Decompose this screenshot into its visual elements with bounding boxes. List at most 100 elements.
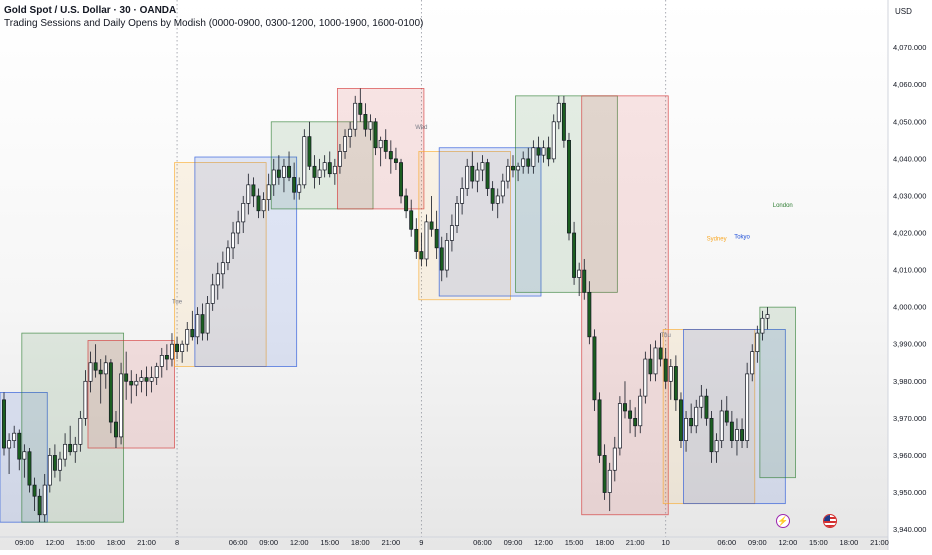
time-tick-label: 21:00 xyxy=(870,538,889,547)
session-boxes xyxy=(0,88,796,523)
candle-up xyxy=(170,343,174,360)
us-flag-icon[interactable] xyxy=(823,514,837,528)
symbol-title[interactable]: Gold Spot / U.S. Dollar · 30 · OANDA xyxy=(4,5,177,16)
candle-down xyxy=(567,139,571,234)
candle-down xyxy=(419,251,424,260)
candle-up xyxy=(343,136,347,152)
candle-down xyxy=(709,418,714,453)
time-axis: 09:00 12:00 15:00 18:00 21:00 8 06:00 09:00 12:0… xyxy=(0,536,889,547)
candle-down xyxy=(490,188,495,204)
candle-down xyxy=(373,121,378,149)
currency-label[interactable]: USD xyxy=(895,7,912,16)
candle-up xyxy=(531,147,536,167)
candle-down xyxy=(37,495,42,516)
candle-down xyxy=(307,136,312,167)
candle-down xyxy=(623,403,627,412)
time-tick-label: 12:00 xyxy=(778,538,797,547)
price-tick-label: 4,030.000 xyxy=(893,191,926,200)
candle-up xyxy=(694,406,699,427)
candle-up xyxy=(455,203,459,226)
candle-down xyxy=(704,395,709,419)
candle-up xyxy=(83,380,88,419)
candle-down xyxy=(93,362,98,371)
indicator-title[interactable]: Trading Sessions and Daily Opens by Modi… xyxy=(4,18,424,29)
candle-up xyxy=(266,184,271,200)
candle-down xyxy=(572,232,577,278)
candle-up xyxy=(22,451,27,460)
session-box-sydney xyxy=(662,328,756,505)
time-tick-label: 06:00 xyxy=(473,538,492,547)
time-tick-label: 18:00 xyxy=(107,538,126,547)
candle-up xyxy=(378,139,383,149)
candle-up xyxy=(226,247,230,264)
price-tick-label: 3,970.000 xyxy=(893,414,926,423)
candle-up xyxy=(63,443,68,460)
candle-down xyxy=(32,484,37,497)
candle-up xyxy=(149,377,154,382)
candle-down xyxy=(582,269,587,293)
time-tick-label: 18:00 xyxy=(351,538,370,547)
candle-down xyxy=(276,169,281,178)
candle-down xyxy=(485,162,490,189)
session-box-tokyo xyxy=(194,156,298,367)
chart-annotations: Tue Wed Thu Sydney Tokyo London xyxy=(172,125,793,339)
candle-down xyxy=(200,314,205,334)
candle-up xyxy=(368,121,373,130)
candle-up xyxy=(7,440,12,449)
candle-up xyxy=(231,232,235,249)
candle-up xyxy=(541,147,546,156)
candle-up xyxy=(424,221,429,260)
candle-up xyxy=(353,102,358,130)
price-tick-label: 3,960.000 xyxy=(893,451,926,460)
candle-up xyxy=(302,136,307,186)
day-label: Wed xyxy=(415,125,427,131)
candle-up xyxy=(332,165,337,175)
time-tick-label: 15:00 xyxy=(809,538,828,547)
candle-up xyxy=(556,102,561,123)
time-tick-label: 18:00 xyxy=(840,538,859,547)
time-tick-label: 09:00 xyxy=(504,538,523,547)
time-tick-label: 09:00 xyxy=(748,538,767,547)
time-tick-label: 8 xyxy=(175,538,179,547)
day-separators xyxy=(176,0,667,537)
session-label-london: London xyxy=(773,203,793,209)
price-tick-label: 3,950.000 xyxy=(893,488,926,497)
candle-up xyxy=(475,169,480,182)
candle-down xyxy=(98,369,103,375)
candle-down xyxy=(388,151,393,160)
candle-up xyxy=(322,162,327,171)
candle-down xyxy=(658,347,663,360)
candle-up xyxy=(78,418,83,445)
session-box-london xyxy=(270,121,374,210)
time-tick-label: 21:00 xyxy=(626,538,645,547)
candle-up xyxy=(12,432,17,441)
candle-up xyxy=(73,443,78,453)
candle-up xyxy=(337,151,342,167)
candle-up xyxy=(205,303,210,334)
candle-up xyxy=(760,317,765,334)
candle-up xyxy=(271,169,276,186)
candle-down xyxy=(689,418,694,427)
candle-up xyxy=(449,225,454,241)
chart-legend: Gold Spot / U.S. Dollar · 30 · OANDA Tra… xyxy=(4,4,423,30)
candle-up xyxy=(282,165,286,178)
price-tick-label: 4,020.000 xyxy=(893,229,926,238)
day-label: Thu xyxy=(661,333,671,339)
session-label-sydney: Sydney xyxy=(707,236,727,242)
candle-up xyxy=(180,343,185,352)
candle-up xyxy=(119,373,124,438)
candle-up xyxy=(505,165,510,182)
time-tick-label: 9 xyxy=(419,538,423,547)
candle-down xyxy=(414,228,419,252)
candle-down xyxy=(312,165,317,178)
candle-down xyxy=(114,421,118,438)
session-box-newyork xyxy=(581,95,669,516)
lightning-icon[interactable]: ⚡ xyxy=(776,514,790,528)
candle-down xyxy=(429,221,434,230)
candle-down xyxy=(724,410,729,423)
candle-up xyxy=(607,469,612,493)
time-tick-label: 09:00 xyxy=(259,538,278,547)
price-tick-label: 4,010.000 xyxy=(893,266,926,275)
